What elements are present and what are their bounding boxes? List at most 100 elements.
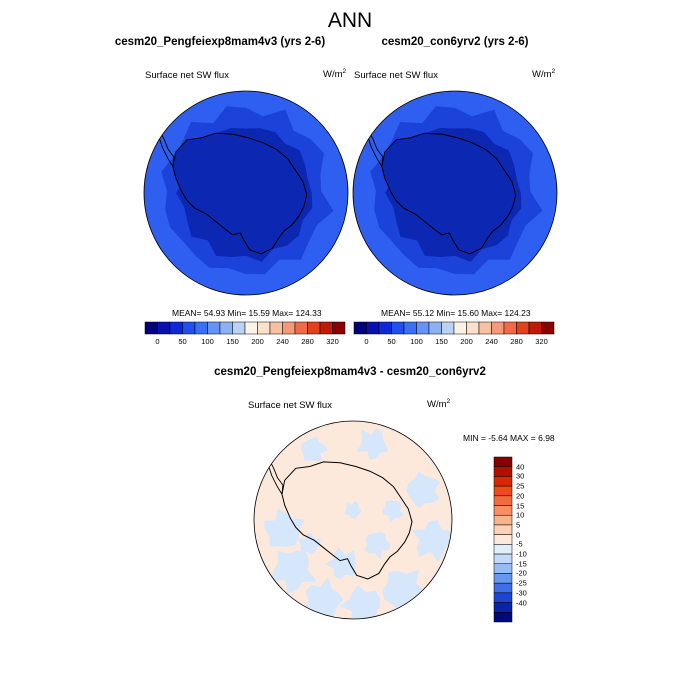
diff-colorbar: [493, 456, 513, 623]
diff-colorbar-tick-label: -15: [516, 559, 527, 569]
diff-colorbar-swatch: [493, 553, 513, 565]
colorbar-tick-label: 0: [364, 337, 369, 346]
colorbar-swatch: [378, 321, 392, 335]
colorbar-tick-label: 200: [251, 337, 264, 346]
diff-colorbar-tick-label: 30: [516, 471, 525, 481]
colorbar-tick-label: 50: [178, 337, 187, 346]
colorbar-tick-label: 100: [201, 337, 214, 346]
map-anomaly-patch: [405, 471, 441, 508]
diff-colorbar-swatch: [493, 476, 513, 487]
map-anomaly-patch: [297, 532, 321, 555]
diff-colorbar-swatch: [493, 505, 513, 516]
colorbar-swatch: [491, 321, 505, 335]
diff-colorbar-swatch: [493, 524, 513, 535]
colorbar-tick-label: 150: [435, 337, 448, 346]
colorbar-swatch: [366, 321, 380, 335]
colorbar-swatch: [516, 321, 530, 335]
right-variable-label: Surface net SW flux: [354, 70, 438, 81]
colorbar-swatch: [528, 321, 542, 335]
colorbar-swatch: [332, 321, 346, 335]
colorbar-swatch: [307, 321, 321, 335]
colorbar-tick-label: 200: [460, 337, 473, 346]
colorbar-swatch: [541, 321, 555, 335]
diff-colorbar-tick-label: -20: [516, 568, 527, 578]
antarctica-land-field: [172, 133, 307, 254]
colorbar-swatch: [294, 321, 308, 335]
map-anomaly-patch: [324, 547, 356, 580]
colorbar-swatch: [441, 321, 455, 335]
diff-colorbar-swatch: [493, 592, 513, 603]
diff-colorbar-swatch: [493, 466, 513, 477]
right-polar-map: [352, 90, 558, 296]
diff-colorbar-tick-label: 15: [516, 501, 525, 511]
diff-panel-title: cesm20_Pengfeiexp8mam4v3 - cesm20_con6yr…: [214, 366, 486, 378]
left-polar-map: [143, 90, 349, 296]
colorbar-swatch: [453, 321, 467, 335]
diff-colorbar-tick-label: 20: [516, 491, 525, 501]
map-anomaly-patch: [356, 428, 389, 460]
colorbar-swatch: [244, 321, 258, 335]
antarctica-coastline: [281, 461, 413, 580]
left-colorbar: [144, 321, 346, 335]
antarctica-coastline: [381, 132, 517, 255]
antarctica-coastline: [172, 132, 308, 255]
diff-colorbar-tick-label: -40: [516, 598, 527, 608]
colorbar-swatch: [207, 321, 221, 335]
colorbar-tick-label: 280: [510, 337, 523, 346]
map-boundary: [253, 420, 453, 620]
colorbar-swatch: [169, 321, 183, 335]
colorbar-tick-label: 320: [535, 337, 548, 346]
diff-polar-map: [253, 420, 453, 620]
right-panel-title: cesm20_con6yrv2 (yrs 2-6): [381, 36, 529, 48]
diff-colorbar-tick-label: -5: [516, 539, 523, 549]
map-anomaly-patch: [344, 500, 362, 519]
diff-colorbar-tick-label: 5: [516, 520, 521, 530]
diff-colorbar-swatch: [493, 582, 513, 594]
right-units-label: W/m2: [532, 68, 556, 81]
colorbar-swatch: [403, 321, 417, 335]
diff-colorbar-tick-label: -10: [516, 549, 527, 559]
colorbar-swatch: [319, 321, 333, 335]
colorbar-swatch: [416, 321, 430, 335]
colorbar-swatch: [182, 321, 196, 335]
left-variable-label: Surface net SW flux: [145, 70, 229, 81]
left-units-label: W/m2: [323, 68, 347, 81]
diff-stats: MIN = -5.64 MAX = 6.98: [463, 433, 555, 443]
colorbar-swatch: [144, 321, 158, 335]
map-anomaly-patch: [339, 584, 381, 619]
diff-colorbar-swatch: [493, 544, 513, 555]
diff-colorbar-swatch: [493, 563, 513, 574]
colorbar-tick-label: 50: [387, 337, 396, 346]
colorbar-swatch: [503, 321, 517, 335]
diff-colorbar-swatch: [493, 534, 513, 545]
map-anomaly-patch: [301, 436, 328, 462]
colorbar-swatch: [219, 321, 233, 335]
map-anomaly-patch: [264, 507, 305, 547]
colorbar-swatch: [194, 321, 208, 335]
map-anomaly-patch: [270, 550, 318, 595]
right-stats: MEAN= 55.12 Min= 15.60 Max= 124.23: [381, 308, 531, 318]
diff-colorbar-swatch: [493, 612, 513, 623]
map-boundary: [352, 90, 558, 296]
colorbar-tick-label: 280: [301, 337, 314, 346]
diff-units-label: W/m2: [427, 398, 451, 411]
colorbar-swatch: [232, 321, 246, 335]
colorbar-tick-label: 240: [276, 337, 289, 346]
colorbar-tick-label: 240: [485, 337, 498, 346]
antarctica-land-field: [381, 133, 516, 254]
left-panel-title: cesm20_Pengfeiexp8mam4v3 (yrs 2-6): [114, 36, 326, 48]
right-colorbar: [353, 321, 555, 335]
figure-title: ANN: [327, 9, 373, 32]
diff-colorbar-swatch: [493, 495, 513, 506]
map-anomaly-patch: [411, 519, 452, 563]
colorbar-swatch: [157, 321, 171, 335]
colorbar-swatch: [353, 321, 367, 335]
colorbar-tick-label: 100: [410, 337, 423, 346]
left-stats: MEAN= 54.93 Min= 15.59 Max= 124.33: [172, 308, 322, 318]
colorbar-swatch: [428, 321, 442, 335]
colorbar-tick-label: 150: [226, 337, 239, 346]
colorbar-swatch: [257, 321, 271, 335]
diff-colorbar-swatch: [493, 485, 513, 497]
colorbar-swatch: [466, 321, 480, 335]
